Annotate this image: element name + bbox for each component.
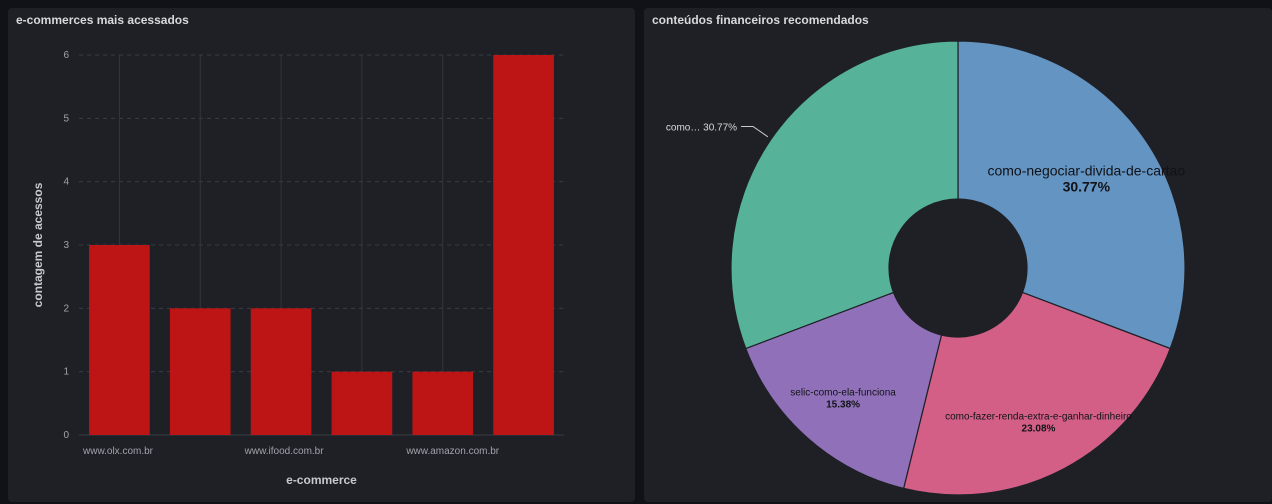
y-tick-label: 0 (63, 430, 69, 441)
bar-chart: 0 1 2 3 4 5 6 www.olx.com.br www.ifood.com.br www… (31, 50, 564, 487)
pie-leader-line (741, 126, 769, 138)
pie-slice-percent: 15.38% (826, 400, 860, 411)
pie-outside-label: como… 30.77% (666, 123, 737, 134)
pie-slice-label: selic-como-ela-funciona (790, 388, 896, 399)
y-axis-title: contagem de acessos (31, 182, 45, 307)
pie-slice-label: como-fazer-renda-extra-e-ganhar-dinheiro (945, 411, 1132, 422)
pie-slice-percent: 30.77% (1063, 178, 1111, 194)
pie-slice-label: como-negociar-divida-de-cartao (987, 162, 1185, 178)
y-tick-label: 3 (63, 240, 69, 251)
pie-chart-title: conteúdos financeiros recomendados (652, 13, 869, 27)
pie-slice[interactable] (730, 40, 959, 350)
y-tick-label: 4 (63, 177, 69, 188)
x-axis-title: e-commerce (286, 473, 357, 487)
bar-chart-title: e-commerces mais acessados (16, 13, 189, 27)
bar[interactable] (169, 308, 231, 435)
y-tick-label: 1 (63, 367, 69, 378)
x-tick-label: www.olx.com.br (82, 446, 154, 457)
y-tick-label: 5 (63, 113, 69, 124)
pie-slice[interactable] (902, 291, 1172, 496)
pie-slice[interactable] (957, 40, 1186, 350)
bar-chart-panel: e-commerces mais acessados 0 1 2 3 4 5 6 www.ol… (8, 8, 635, 502)
bar[interactable] (493, 55, 554, 435)
bar[interactable] (89, 245, 150, 435)
pie-slice-percent: 23.08% (1022, 423, 1056, 434)
bar[interactable] (331, 371, 393, 435)
pie-slice[interactable] (744, 291, 943, 490)
x-tick-label: www.ifood.com.br (244, 446, 325, 457)
bar[interactable] (250, 308, 312, 435)
bar[interactable] (412, 371, 474, 435)
x-tick-label: www.amazon.com.br (405, 446, 499, 457)
y-tick-label: 2 (63, 303, 69, 314)
y-tick-label: 6 (63, 50, 69, 61)
pie-chart-panel: conteúdos financeiros recomendados como-… (644, 8, 1272, 502)
